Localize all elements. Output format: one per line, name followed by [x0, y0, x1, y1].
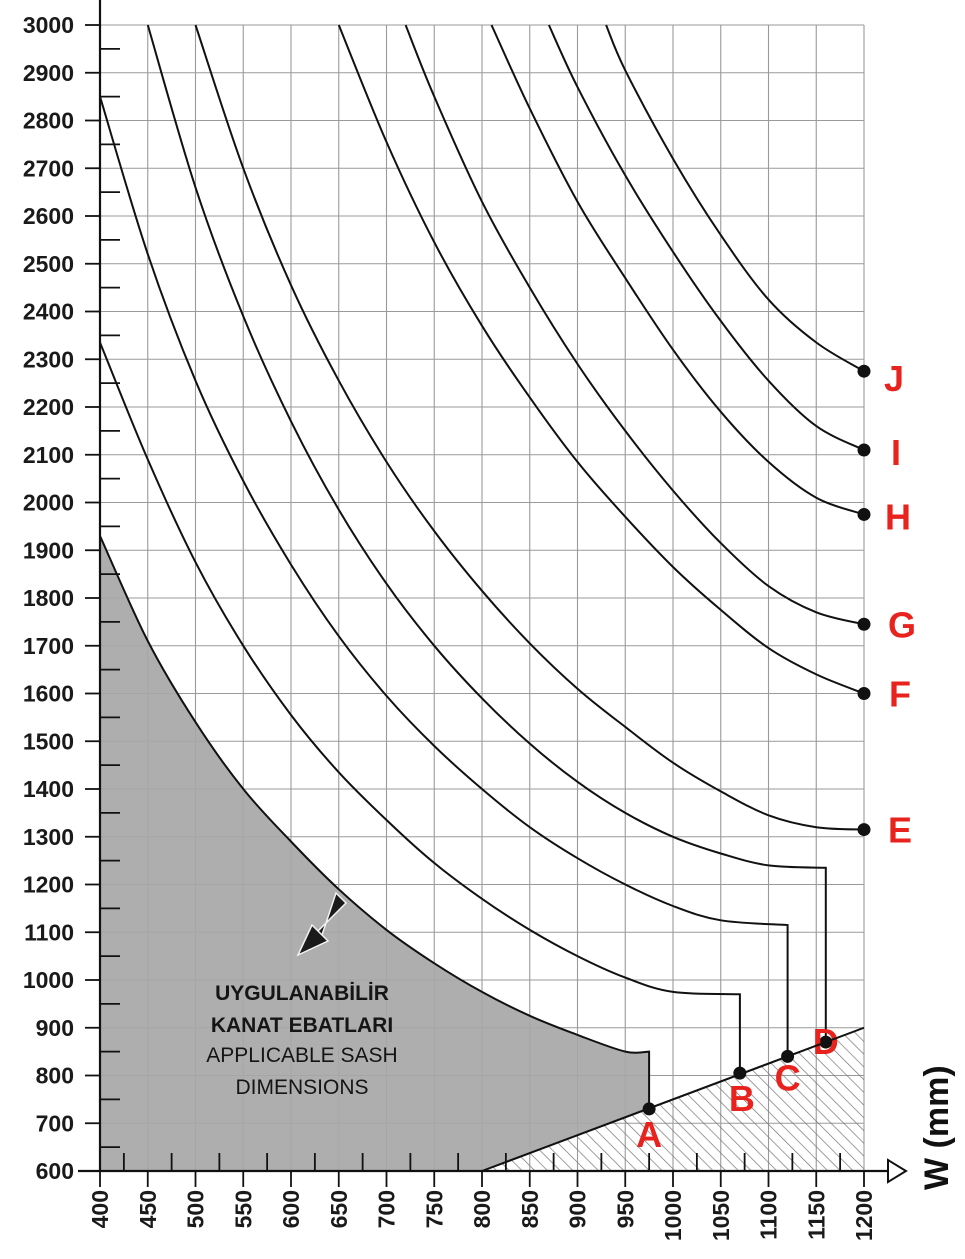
curve-label-c: C — [775, 1057, 801, 1098]
endpoint-j — [857, 364, 871, 378]
note-line-1: UYGULANABİLİR — [215, 982, 389, 1005]
curve-label-h: H — [885, 496, 911, 537]
curve-g — [404, 24, 865, 626]
y-tick-label: 2300 — [23, 346, 74, 372]
y-tick-label: 1700 — [23, 633, 74, 659]
x-tick-label: 500 — [183, 1190, 209, 1228]
curve-label-g: G — [888, 604, 916, 645]
y-tick-label: 900 — [36, 1015, 74, 1041]
y-tick-label: 700 — [36, 1110, 74, 1136]
x-tick-label: 1100 — [756, 1190, 782, 1240]
x-tick-label: 450 — [135, 1190, 161, 1228]
curve-a — [99, 535, 651, 1109]
endpoint-f — [857, 687, 871, 700]
y-tick-label: 3000 — [23, 12, 74, 38]
y-tick-labels: 600 700 800 900 1000 1100 1200 1300 1400 1500 1600… — [23, 12, 74, 1184]
curve-label-i: I — [891, 432, 901, 473]
curve-h — [490, 24, 865, 516]
note-line-4: DIMENSIONS — [235, 1076, 368, 1099]
note-line-2: KANAT EBATLARI — [211, 1014, 393, 1037]
curve-c — [99, 96, 789, 1057]
y-tick-label: 2600 — [23, 203, 74, 229]
curve-d — [146, 24, 827, 1043]
x-tick-label: 850 — [517, 1190, 543, 1228]
endpoint-i — [857, 443, 871, 457]
y-tick-label: 2800 — [23, 108, 74, 134]
curve-e — [194, 24, 865, 831]
x-axis-title: W (mm) — [918, 1065, 956, 1190]
y-tick-label: 2700 — [23, 155, 74, 181]
y-tick-label: 600 — [36, 1158, 74, 1184]
limit-line — [481, 1026, 865, 1172]
down-left-arrow-icon — [296, 891, 348, 957]
y-tick-label: 1800 — [23, 585, 74, 611]
y-tick-label: 1100 — [24, 919, 74, 945]
x-tick-label: 400 — [87, 1190, 113, 1228]
y-tick-label: 2900 — [23, 60, 74, 86]
endpoint-g — [857, 617, 871, 631]
y-tick-label: 1600 — [23, 681, 74, 707]
x-axis-arrow-icon — [887, 1158, 908, 1184]
y-tick-label: 1200 — [23, 872, 74, 898]
x-tick-label: 1000 — [660, 1190, 686, 1241]
curve-j — [605, 24, 865, 373]
x-tick-label: 550 — [230, 1190, 256, 1228]
curve-b — [99, 342, 741, 1074]
note-line-3: APPLICABLE SASH — [206, 1044, 397, 1067]
y-tick-label: 2200 — [23, 394, 74, 420]
endpoint-h — [857, 507, 871, 521]
x-tick-label: 900 — [565, 1190, 591, 1228]
curve-label-e: E — [888, 810, 912, 851]
y-tick-label: 1400 — [23, 776, 74, 802]
endpoint-e — [857, 823, 871, 837]
y-tick-label: 1300 — [23, 824, 74, 850]
curve-f — [337, 24, 865, 695]
x-tick-label: 1050 — [708, 1190, 734, 1241]
curve-label-f: F — [889, 674, 911, 715]
curve-i — [547, 24, 865, 451]
x-tick-label: 1200 — [851, 1190, 877, 1241]
x-tick-label: 800 — [469, 1190, 495, 1228]
y-tick-label: 2400 — [23, 299, 74, 325]
y-tick-label: 2100 — [23, 442, 74, 468]
x-tick-labels: 400 450 500 550 600 650 700 750 800 850 900 950 1000… — [87, 1190, 877, 1241]
y-tick-label: 1500 — [23, 728, 74, 754]
x-tick-label: 950 — [612, 1190, 638, 1228]
x-tick-label: 600 — [278, 1190, 304, 1228]
y-tick-label: 2000 — [23, 490, 74, 516]
curve-label-a: A — [636, 1114, 662, 1155]
x-tick-label: 1150 — [803, 1190, 829, 1240]
applicable-region — [100, 535, 650, 1171]
y-tick-label: 1900 — [23, 537, 74, 563]
y-tick-label: 2500 — [23, 251, 74, 277]
curve-label-j: J — [884, 358, 904, 399]
y-tick-label: 800 — [36, 1063, 74, 1089]
grid — [99, 24, 865, 1172]
curve-label-b: B — [729, 1078, 755, 1119]
applicable-dimensions-note: UYGULANABİLİR KANAT EBATLARI APPLICABLE … — [206, 891, 398, 1099]
x-tick-label: 650 — [326, 1190, 352, 1228]
x-tick-label: 750 — [421, 1190, 447, 1228]
x-tick-label: 700 — [374, 1190, 400, 1228]
y-tick-label: 1000 — [23, 967, 74, 993]
